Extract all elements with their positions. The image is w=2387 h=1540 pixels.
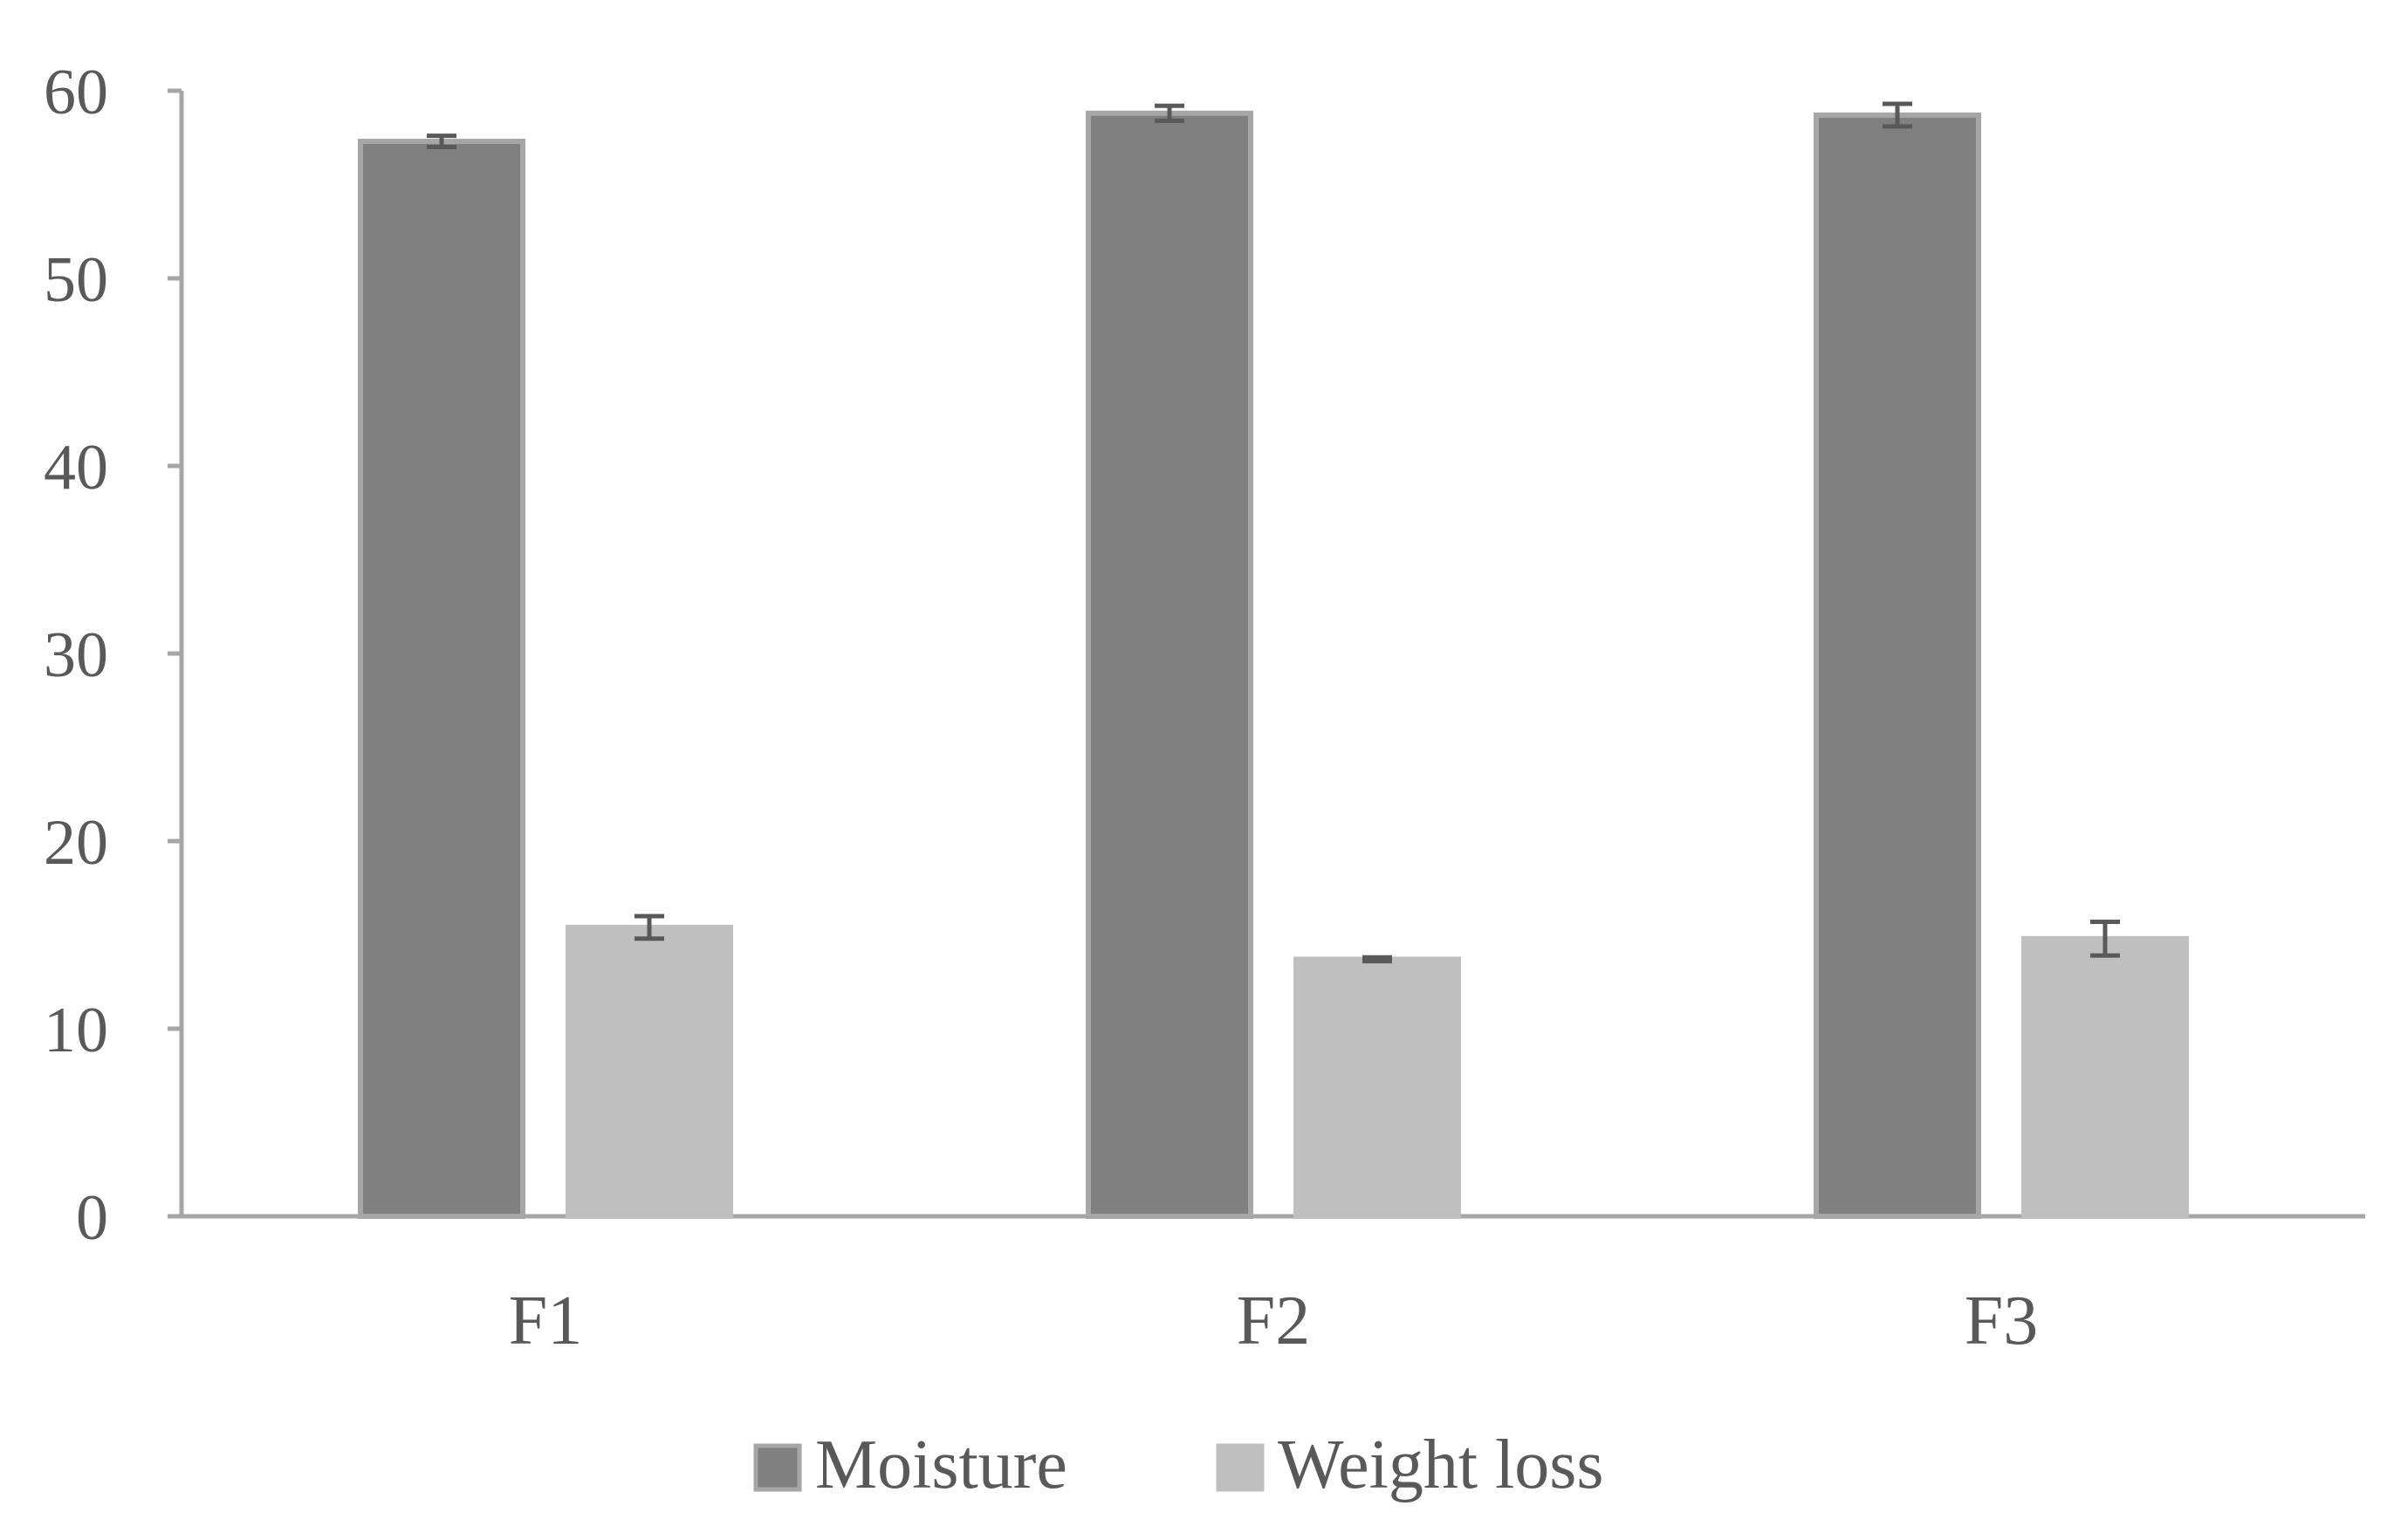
x-category-label: F1: [509, 1283, 583, 1359]
bar-moisture-f1: [358, 139, 525, 1219]
legend: Moisture Weight loss: [753, 1427, 1604, 1503]
y-tick-label: 60: [44, 57, 108, 128]
y-axis: 0 10 20 30 40 50 60: [44, 57, 184, 1254]
bar-moisture-f2: [1086, 110, 1253, 1219]
legend-item-weight-loss: Weight loss: [1216, 1427, 1604, 1503]
error-bar-weight-loss-f3: [2090, 919, 2120, 958]
x-category-label: F3: [1965, 1283, 2039, 1359]
legend-item-moisture: Moisture: [753, 1427, 1067, 1503]
y-tick-label: 50: [44, 244, 108, 316]
y-tick-label: 0: [76, 1182, 108, 1254]
bars: [358, 110, 2189, 1220]
legend-swatch-moisture: [753, 1443, 802, 1492]
error-bar-moisture-f3: [1883, 101, 1912, 129]
bar-moisture-f3: [1814, 112, 1981, 1220]
x-category-label: F2: [1237, 1283, 1311, 1359]
error-bar-weight-loss-f2: [1362, 955, 1392, 964]
legend-label-moisture: Moisture: [815, 1427, 1067, 1503]
legend-swatch-weight-loss: [1216, 1443, 1265, 1492]
bar-weight-loss-f3: [2021, 935, 2189, 1220]
x-axis: F1 F2 F3: [182, 1214, 2365, 1359]
bar-weight-loss-f2: [1293, 956, 1461, 1219]
bar-weight-loss-f1: [566, 924, 733, 1220]
y-tick-label: 40: [44, 432, 108, 503]
y-tick-label: 30: [44, 619, 108, 691]
error-bars: [427, 101, 2120, 964]
y-tick-label: 20: [44, 807, 108, 879]
legend-label-weight-loss: Weight loss: [1278, 1427, 1604, 1503]
error-bar-moisture-f1: [427, 133, 456, 149]
error-bar-weight-loss-f1: [634, 914, 664, 941]
error-bar-moisture-f2: [1155, 103, 1184, 123]
y-tick-label: 10: [44, 995, 108, 1066]
